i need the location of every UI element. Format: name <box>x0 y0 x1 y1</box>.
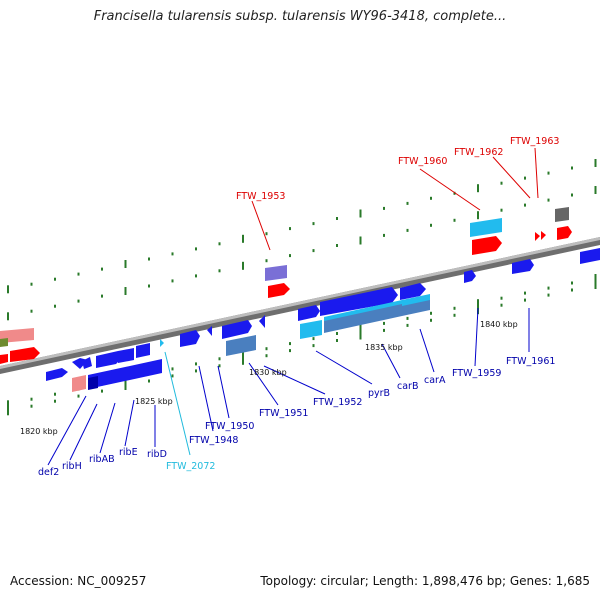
gene-feature-FTW_1951-arrow[interactable] <box>259 315 265 328</box>
gene-feature-ribH-dark[interactable] <box>88 376 98 390</box>
gene-feature-def2-region[interactable] <box>46 368 68 381</box>
gene-label-carA[interactable]: carA <box>424 375 446 386</box>
gene-label-FTW_1963[interactable]: FTW_1963 <box>510 136 559 147</box>
gene-label-FTW_1950[interactable]: FTW_1950 <box>205 421 254 432</box>
gene-label-FTW_2072[interactable]: FTW_2072 <box>166 461 215 472</box>
gene-feature-FTW_1962[interactable] <box>535 231 546 241</box>
gene-feature-FTW_1950-small[interactable] <box>207 326 212 336</box>
gene-label-FTW_1962[interactable]: FTW_1962 <box>454 147 503 158</box>
scale-label-1835: 1835 kbp <box>365 343 403 352</box>
gene-feature-FTW_1953[interactable] <box>265 265 290 298</box>
scale-label-1830: 1830 kbp <box>249 368 287 377</box>
gene-feature-ribH[interactable] <box>88 359 162 389</box>
gene-feature-def2[interactable] <box>72 375 86 392</box>
gene-feature-FTW_1963[interactable] <box>555 207 572 240</box>
gene-feature-FTW_1948[interactable] <box>180 330 200 347</box>
gene-label-FTW_1952[interactable]: FTW_1952 <box>313 397 362 408</box>
gene-feature-ribD-3[interactable] <box>136 343 150 358</box>
gene-feature-ribD-2[interactable] <box>118 348 134 363</box>
gene-feature-FTW_1952[interactable] <box>298 305 320 321</box>
gene-feature-FTW_1952-cyan[interactable] <box>300 320 322 339</box>
gene-feature-FTW_1951[interactable] <box>226 335 256 356</box>
gene-label-FTW_1961[interactable]: FTW_1961 <box>506 356 555 367</box>
topology-summary: Topology: circular; Length: 1,898,476 bp… <box>260 574 590 588</box>
gene-label-ribAB[interactable]: ribAB <box>89 454 115 465</box>
gene-feature-left-olive[interactable] <box>0 338 8 347</box>
gene-label-FTW_1960[interactable]: FTW_1960 <box>398 156 447 167</box>
gene-feature-carA-steel[interactable] <box>402 300 430 316</box>
gene-feature-carB[interactable] <box>400 283 426 300</box>
gene-label-ribD[interactable]: ribD <box>147 449 167 460</box>
gene-feature-FTW_1950[interactable] <box>222 320 252 339</box>
gene-feature-left-red-small[interactable] <box>0 354 8 364</box>
gene-label-carB[interactable]: carB <box>397 381 418 392</box>
gene-feature-pyrB[interactable] <box>320 287 398 316</box>
gene-feature-left-red[interactable] <box>10 347 40 362</box>
scale-labels: 1820 kbp 1825 kbp 1830 kbp 1835 kbp 1840… <box>20 320 518 436</box>
gene-labels: FTW_1953 FTW_1960 FTW_1962 FTW_1963 def2… <box>38 136 559 478</box>
gene-label-FTW_1953[interactable]: FTW_1953 <box>236 191 285 202</box>
accession-text: Accession: NC_009257 <box>10 574 147 588</box>
gene-features <box>0 207 600 392</box>
label-leader-lines <box>47 147 539 466</box>
gene-label-FTW_1959[interactable]: FTW_1959 <box>452 368 501 379</box>
gene-feature-left-pink[interactable] <box>0 328 34 343</box>
gene-label-ribH[interactable]: ribH <box>62 461 82 472</box>
gene-label-pyrB[interactable]: pyrB <box>368 388 390 399</box>
scale-label-1825: 1825 kbp <box>135 397 173 406</box>
gene-label-FTW_1948[interactable]: FTW_1948 <box>189 435 238 446</box>
gene-feature-ribD[interactable] <box>96 351 122 368</box>
gene-feature-FTW_1960[interactable] <box>470 218 502 255</box>
gene-feature-right-blue[interactable] <box>580 248 600 264</box>
gene-label-FTW_1951[interactable]: FTW_1951 <box>259 408 308 419</box>
gene-feature-ribE[interactable] <box>82 357 92 369</box>
page-title: Francisella tularensis subsp. tularensis… <box>93 9 507 24</box>
gene-feature-FTW_2072[interactable] <box>160 339 164 347</box>
scale-label-1820: 1820 kbp <box>20 427 58 436</box>
gene-feature-carB-steel[interactable] <box>324 304 402 333</box>
scale-label-1840: 1840 kbp <box>480 320 518 329</box>
gene-label-ribE[interactable]: ribE <box>119 447 138 458</box>
gene-feature-FTW_1961[interactable] <box>512 259 534 274</box>
genome-axis <box>0 237 600 374</box>
gene-label-def2[interactable]: def2 <box>38 467 59 478</box>
gene-feature-FTW_1959[interactable] <box>464 270 476 283</box>
